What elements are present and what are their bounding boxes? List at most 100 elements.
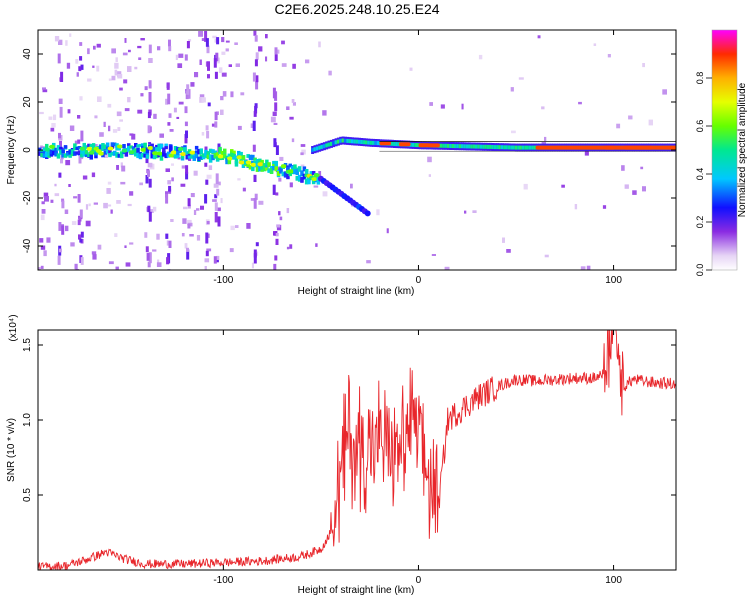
heatmap-noise-cell <box>145 246 149 253</box>
heatmap-noise-cell <box>173 107 177 113</box>
heatmap-trace-cell <box>45 151 49 158</box>
heatmap-noise-cell <box>186 41 190 49</box>
snr-y-label: SNR (10 * v/v) <box>6 418 17 482</box>
heatmap-noise-cell <box>57 255 61 265</box>
heatmap-noise-cell <box>111 75 116 81</box>
heatmap-noise-cell <box>222 91 227 97</box>
heatmap-noise-cell <box>148 252 152 264</box>
heatmap-noise-cell <box>386 228 389 234</box>
heatmap-band-cell <box>484 144 488 149</box>
heatmap-noise-cell <box>69 125 75 131</box>
heatmap-noise-cell <box>184 54 188 61</box>
heatmap-trace-cell <box>307 179 311 185</box>
heatmap-noise-cell <box>190 82 195 87</box>
heatmap-band-cell <box>339 138 343 143</box>
heatmap-trace-cell <box>260 164 264 170</box>
heatmap-noise-cell <box>511 130 516 134</box>
heatmap-trace-cell <box>232 155 236 160</box>
heatmap-noise-cell <box>204 162 208 167</box>
heatmap-noise-cell <box>165 98 169 105</box>
heatmap-noise-cell <box>273 122 278 125</box>
heatmap-band-cell <box>465 144 469 149</box>
heatmap-noise-cell <box>640 166 644 170</box>
heatmap-noise-cell <box>272 111 277 116</box>
heatmap-noise-cell <box>215 52 219 62</box>
heatmap-trace-cell <box>138 143 143 147</box>
heatmap-noise-cell <box>178 101 184 105</box>
heatmap-band-cell <box>393 142 397 146</box>
heatmap-noise-cell <box>53 114 57 121</box>
heatmap-trace-cell <box>316 179 321 185</box>
heatmap-noise-cell <box>289 244 293 249</box>
spectrogram-x-tick-label: -100 <box>213 275 233 286</box>
heatmap-band-cell <box>336 139 340 144</box>
heatmap-noise-cell <box>350 183 353 189</box>
heatmap-band-cell <box>411 142 415 147</box>
heatmap-band-cell <box>479 144 483 149</box>
snr-plot-background <box>38 330 676 570</box>
heatmap-band-cell <box>510 145 514 150</box>
snr-plot-frame <box>37 329 677 571</box>
heatmap-band-cell <box>503 145 507 150</box>
heatmap-noise-cell <box>574 204 578 210</box>
heatmap-noise-cell <box>46 237 51 243</box>
heatmap-noise-cell <box>187 219 192 226</box>
heatmap-noise-cell <box>250 123 255 128</box>
heatmap-trace-cell <box>288 163 292 168</box>
heatmap-trace-cell <box>87 153 91 158</box>
heatmap-trace-cell <box>105 142 110 148</box>
heatmap-noise-cell <box>429 102 433 106</box>
heatmap-noise-cell <box>148 58 153 63</box>
heatmap-noise-cell <box>204 194 208 204</box>
spectrogram-y-tick-label: -40 <box>22 238 33 253</box>
heatmap-noise-cell <box>586 265 591 270</box>
heatmap-noise-cell <box>185 130 188 138</box>
heatmap-trace-cell <box>293 166 297 172</box>
spectrogram-y-tick-label: 0 <box>22 147 33 153</box>
heatmap-trace-cell <box>230 149 234 154</box>
heatmap-noise-cell <box>281 63 287 67</box>
heatmap-trace-cell <box>61 149 65 154</box>
heatmap-band-cell <box>463 144 467 149</box>
heatmap-noise-cell <box>206 248 212 252</box>
heatmap-noise-cell <box>255 242 259 247</box>
heatmap-noise-cell <box>274 54 278 61</box>
heatmap-noise-cell <box>152 249 157 252</box>
heatmap-noise-cell <box>108 261 114 265</box>
heatmap-noise-cell <box>212 35 217 39</box>
heatmap-noise-cell <box>376 209 380 216</box>
heatmap-noise-cell <box>201 97 206 103</box>
heatmap-band-cell <box>369 140 373 145</box>
heatmap-trace-peak <box>147 146 154 150</box>
heatmap-trace-cell <box>211 149 215 154</box>
heatmap-noise-cell <box>648 119 653 126</box>
heatmap-trace-cell <box>185 151 189 155</box>
heatmap-noise-cell <box>205 232 209 244</box>
heatmap-noise-cell <box>73 196 78 199</box>
heatmap-band-cell <box>491 145 495 149</box>
heatmap-noise-cell <box>94 115 98 119</box>
heatmap-trace-cell <box>286 174 290 180</box>
heatmap-noise-cell <box>94 144 98 147</box>
heatmap-trace-cell <box>73 143 77 149</box>
heatmap-band-cell <box>505 145 509 150</box>
heatmap-trace-peak <box>128 150 135 155</box>
heatmap-noise-cell <box>188 39 192 42</box>
heatmap-trace-cell <box>208 156 213 163</box>
heatmap-trace-cell <box>183 147 187 153</box>
heatmap-band-cell <box>313 147 317 152</box>
heatmap-trace-cell <box>134 143 138 148</box>
heatmap-trace-cell <box>290 165 295 170</box>
heatmap-noise-cell <box>289 116 294 120</box>
heatmap-noise-cell <box>42 87 46 90</box>
heatmap-noise-cell <box>147 170 150 177</box>
heatmap-noise-cell <box>207 74 210 79</box>
heatmap-trace-cell <box>269 168 274 174</box>
heatmap-trace-cell <box>194 152 199 159</box>
heatmap-trace-cell <box>180 154 185 159</box>
heatmap-noise-cell <box>205 179 209 185</box>
heatmap-trace-cell <box>265 167 269 171</box>
heatmap-noise-cell <box>580 266 586 270</box>
heatmap-trace-cell <box>75 151 79 155</box>
snr-y-tick-label: 1.5 <box>22 338 33 352</box>
